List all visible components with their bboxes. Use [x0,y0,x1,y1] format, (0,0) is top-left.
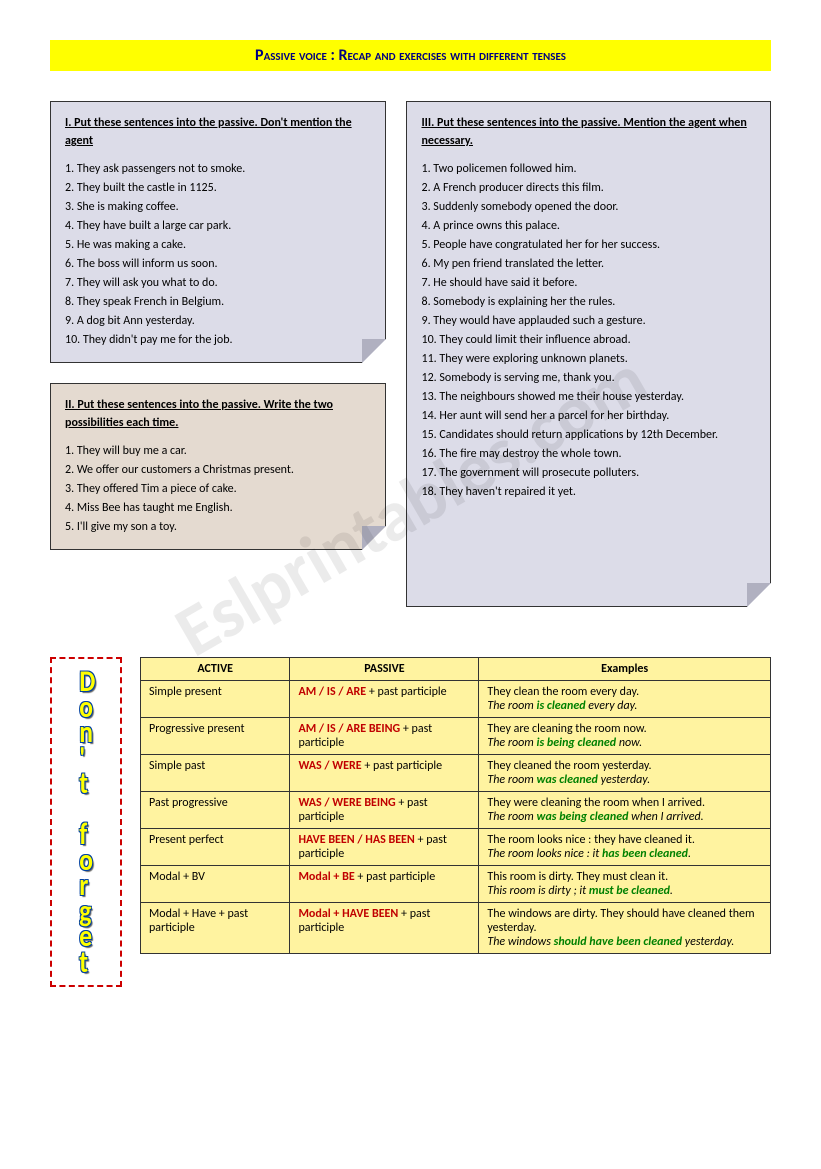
list-item: 2. They built the castle in 1125. [65,179,371,197]
cell-examples: They were cleaning the room when I arriv… [479,792,771,829]
list-item: 13. The neighbours showed me their house… [421,388,756,406]
cell-active: Modal + BV [141,866,290,903]
exercise-3-box: III. Put these sentences into the passiv… [406,101,771,607]
exercise-1-header: I. Put these sentences into the passive.… [65,114,371,150]
exercise-3-header: III. Put these sentences into the passiv… [421,114,756,150]
list-item: 1. They will buy me a car. [65,442,371,460]
list-item: 3. She is making coffee. [65,198,371,216]
list-item: 3. They offered Tim a piece of cake. [65,480,371,498]
list-item: 15. Candidates should return application… [421,426,756,444]
exercise-1-list: 1. They ask passengers not to smoke.2. T… [65,160,371,349]
exercise-1-box: I. Put these sentences into the passive.… [50,101,386,363]
exercise-2-list: 1. They will buy me a car.2. We offer ou… [65,442,371,536]
tense-table: ACTIVE PASSIVE Examples Simple presentAM… [140,657,771,954]
page-corner-icon [362,339,386,363]
exercise-2-box: II. Put these sentences into the passive… [50,383,386,550]
exercise-3-list: 1. Two policemen followed him.2. A Frenc… [421,160,756,501]
cell-active: Present perfect [141,829,290,866]
list-item: 17. The government will prosecute pollut… [421,464,756,482]
list-item: 12. Somebody is serving me, thank you. [421,369,756,387]
right-column: III. Put these sentences into the passiv… [406,101,771,627]
list-item: 6. My pen friend translated the letter. [421,255,756,273]
list-item: 9. They would have applauded such a gest… [421,312,756,330]
list-item: 8. Somebody is explaining her the rules. [421,293,756,311]
cell-passive: WAS / WERE BEING + past participle [290,792,479,829]
dont-forget-box: Don't forget [50,657,122,987]
list-item: 5. He was making a cake. [65,236,371,254]
list-item: 5. People have congratulated her for her… [421,236,756,254]
cell-active: Simple past [141,755,290,792]
table-row: Simple pastWAS / WERE + past participleT… [141,755,771,792]
table-row: Modal + BVModal + BE + past participleTh… [141,866,771,903]
left-column: I. Put these sentences into the passive.… [50,101,386,627]
list-item: 10. They didn't pay me for the job. [65,331,371,349]
page-corner-icon [362,526,386,550]
th-active: ACTIVE [141,658,290,681]
dont-forget-text: Don't forget [79,669,93,975]
list-item: 7. He should have said it before. [421,274,756,292]
cell-examples: The windows are dirty. They should have … [479,903,771,954]
th-examples: Examples [479,658,771,681]
list-item: 2. A French producer directs this film. [421,179,756,197]
th-passive: PASSIVE [290,658,479,681]
table-row: Progressive presentAM / IS / ARE BEING +… [141,718,771,755]
list-item: 4. A prince owns this palace. [421,217,756,235]
page-title: Passive voice : Recap and exercises with… [50,40,771,71]
table-row: Simple presentAM / IS / ARE + past parti… [141,681,771,718]
cell-examples: The room looks nice : they have cleaned … [479,829,771,866]
table-row: Present perfectHAVE BEEN / HAS BEEN + pa… [141,829,771,866]
list-item: 5. I'll give my son a toy. [65,518,371,536]
page-corner-icon [747,583,771,607]
list-item: 1. Two policemen followed him. [421,160,756,178]
exercise-2-header: II. Put these sentences into the passive… [65,396,371,432]
table-row: Modal + Have + past participleModal + HA… [141,903,771,954]
cell-examples: They cleaned the room yesterday.The room… [479,755,771,792]
worksheet-page: Eslprintables.com Passive voice : Recap … [0,0,821,1027]
list-item: 1. They ask passengers not to smoke. [65,160,371,178]
bottom-section: Don't forget ACTIVE PASSIVE Examples Sim… [50,657,771,987]
cell-examples: This room is dirty. They must clean it.T… [479,866,771,903]
list-item: 9. A dog bit Ann yesterday. [65,312,371,330]
list-item: 6. The boss will inform us soon. [65,255,371,273]
cell-passive: AM / IS / ARE BEING + past participle [290,718,479,755]
cell-examples: They are cleaning the room now.The room … [479,718,771,755]
table-header-row: ACTIVE PASSIVE Examples [141,658,771,681]
list-item: 4. Miss Bee has taught me English. [65,499,371,517]
list-item: 14. Her aunt will send her a parcel for … [421,407,756,425]
list-item: 10. They could limit their influence abr… [421,331,756,349]
list-item: 7. They will ask you what to do. [65,274,371,292]
list-item: 18. They haven't repaired it yet. [421,483,756,501]
cell-passive: HAVE BEEN / HAS BEEN + past participle [290,829,479,866]
cell-passive: WAS / WERE + past participle [290,755,479,792]
list-item: 4. They have built a large car park. [65,217,371,235]
cell-active: Modal + Have + past participle [141,903,290,954]
cell-examples: They clean the room every day.The room i… [479,681,771,718]
table-row: Past progressiveWAS / WERE BEING + past … [141,792,771,829]
list-item: 11. They were exploring unknown planets. [421,350,756,368]
cell-active: Progressive present [141,718,290,755]
cell-active: Simple present [141,681,290,718]
list-item: 8. They speak French in Belgium. [65,293,371,311]
cell-passive: Modal + HAVE BEEN + past participle [290,903,479,954]
cell-passive: Modal + BE + past participle [290,866,479,903]
list-item: 3. Suddenly somebody opened the door. [421,198,756,216]
exercise-columns: I. Put these sentences into the passive.… [50,101,771,627]
cell-passive: AM / IS / ARE + past participle [290,681,479,718]
list-item: 2. We offer our customers a Christmas pr… [65,461,371,479]
list-item: 16. The fire may destroy the whole town. [421,445,756,463]
table-wrapper: ACTIVE PASSIVE Examples Simple presentAM… [140,657,771,954]
cell-active: Past progressive [141,792,290,829]
